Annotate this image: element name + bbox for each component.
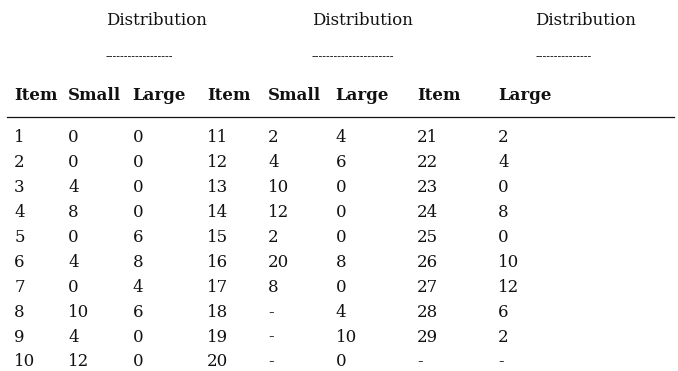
Text: 0: 0 — [133, 328, 143, 345]
Text: 6: 6 — [133, 229, 143, 246]
Text: 0: 0 — [336, 229, 346, 246]
Text: Item: Item — [417, 86, 460, 104]
Text: 4: 4 — [133, 279, 143, 296]
Text: 1: 1 — [14, 129, 25, 147]
Text: Large: Large — [336, 86, 389, 104]
Text: 6: 6 — [14, 254, 24, 271]
Text: 4: 4 — [68, 254, 79, 271]
Text: 0: 0 — [336, 179, 346, 196]
Text: Large: Large — [498, 86, 551, 104]
Text: 0: 0 — [498, 229, 508, 246]
Text: 0: 0 — [133, 204, 143, 221]
Text: 13: 13 — [207, 179, 228, 196]
Text: 12: 12 — [498, 279, 519, 296]
Text: 19: 19 — [207, 328, 228, 345]
Text: 0: 0 — [68, 129, 79, 147]
Text: 4: 4 — [498, 154, 508, 171]
Text: Distribution: Distribution — [106, 12, 206, 29]
Text: 7: 7 — [14, 279, 25, 296]
Text: 0: 0 — [133, 354, 143, 370]
Text: 2: 2 — [498, 129, 508, 147]
Text: 12: 12 — [68, 354, 89, 370]
Text: 11: 11 — [207, 129, 228, 147]
Text: 25: 25 — [417, 229, 438, 246]
Text: 0: 0 — [336, 279, 346, 296]
Text: -: - — [268, 303, 274, 321]
Text: 3: 3 — [14, 179, 25, 196]
Text: 4: 4 — [14, 204, 25, 221]
Text: 0: 0 — [336, 354, 346, 370]
Text: 0: 0 — [68, 154, 79, 171]
Text: 26: 26 — [417, 254, 438, 271]
Text: Item: Item — [14, 86, 58, 104]
Text: 29: 29 — [417, 328, 438, 345]
Text: 2: 2 — [498, 328, 508, 345]
Text: 0: 0 — [336, 204, 346, 221]
Text: 20: 20 — [268, 254, 290, 271]
Text: 8: 8 — [133, 254, 143, 271]
Text: 10: 10 — [68, 303, 89, 321]
Text: 0: 0 — [133, 129, 143, 147]
Text: 0: 0 — [498, 179, 508, 196]
Text: 23: 23 — [417, 179, 438, 196]
Text: 10: 10 — [336, 328, 357, 345]
Text: 15: 15 — [207, 229, 228, 246]
Text: 4: 4 — [68, 328, 79, 345]
Text: 22: 22 — [417, 154, 438, 171]
Text: 17: 17 — [207, 279, 228, 296]
Text: 27: 27 — [417, 279, 438, 296]
Text: Small: Small — [268, 86, 321, 104]
Text: 5: 5 — [14, 229, 24, 246]
Text: 0: 0 — [133, 154, 143, 171]
Text: 6: 6 — [336, 154, 346, 171]
Text: 12: 12 — [207, 154, 228, 171]
Text: 14: 14 — [207, 204, 228, 221]
Text: 2: 2 — [14, 154, 25, 171]
Text: ----------------------: ---------------------- — [312, 52, 395, 62]
Text: -: - — [268, 328, 274, 345]
Text: 0: 0 — [133, 179, 143, 196]
Text: 8: 8 — [14, 303, 25, 321]
Text: 8: 8 — [336, 254, 346, 271]
Text: 0: 0 — [68, 229, 79, 246]
Text: Distribution: Distribution — [535, 12, 636, 29]
Text: ---------------: --------------- — [535, 52, 591, 62]
Text: 4: 4 — [336, 303, 346, 321]
Text: 24: 24 — [417, 204, 438, 221]
Text: 21: 21 — [417, 129, 438, 147]
Text: -: - — [498, 354, 504, 370]
Text: 18: 18 — [207, 303, 228, 321]
Text: 9: 9 — [14, 328, 24, 345]
Text: 8: 8 — [498, 204, 508, 221]
Text: 2: 2 — [268, 129, 279, 147]
Text: Large: Large — [133, 86, 186, 104]
Text: 8: 8 — [68, 204, 79, 221]
Text: Small: Small — [68, 86, 121, 104]
Text: 20: 20 — [207, 354, 228, 370]
Text: 10: 10 — [14, 354, 35, 370]
Text: 6: 6 — [133, 303, 143, 321]
Text: 28: 28 — [417, 303, 438, 321]
Text: 0: 0 — [68, 279, 79, 296]
Text: ------------------: ------------------ — [106, 52, 173, 62]
Text: 8: 8 — [268, 279, 279, 296]
Text: 4: 4 — [68, 179, 79, 196]
Text: 4: 4 — [336, 129, 346, 147]
Text: 6: 6 — [498, 303, 508, 321]
Text: 4: 4 — [268, 154, 279, 171]
Text: 12: 12 — [268, 204, 290, 221]
Text: 10: 10 — [268, 179, 290, 196]
Text: 2: 2 — [268, 229, 279, 246]
Text: Item: Item — [207, 86, 251, 104]
Text: 10: 10 — [498, 254, 519, 271]
Text: -: - — [268, 354, 274, 370]
Text: -: - — [417, 354, 422, 370]
Text: Distribution: Distribution — [312, 12, 413, 29]
Text: 16: 16 — [207, 254, 228, 271]
